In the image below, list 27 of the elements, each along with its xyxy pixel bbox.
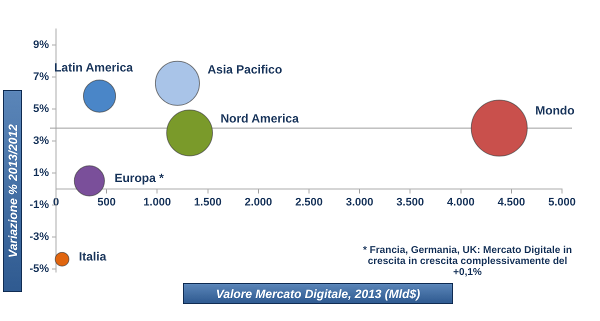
y-tick-label: 9% [33,39,50,52]
x-tick-label: 1.500 [194,196,222,208]
y-axis-title: Variazione % 2013/2012 [6,124,20,258]
x-tick-label: 2.000 [244,196,272,208]
series-label: Latin America [54,60,134,74]
series-label: Europa * [114,171,164,186]
y-tick-label: -3% [29,230,50,243]
y-tick-label: 5% [33,102,50,115]
y-tick-label: -5% [29,262,50,275]
y-tick-label: 3% [33,134,50,147]
x-axis-title: Valore Mercato Digitale, 2013 (Mld$) [183,283,453,304]
y-tick-label: 7% [33,70,50,83]
x-tick-label: 4.000 [447,196,475,208]
x-tick-label: 2.500 [295,196,323,208]
x-tick-label: 500 [97,196,116,208]
x-tick-label: 5.000 [548,196,576,208]
series-label: Nord America [220,111,300,126]
series-label: Asia Pacifico [207,62,282,76]
y-tick-label: -1% [29,198,50,211]
series-label: Mondo [535,104,575,118]
x-tick-label: 3.500 [396,196,424,208]
series-label: Italia [78,250,107,264]
y-tick-label: 1% [33,166,50,179]
x-tick-label: 1.000 [143,196,171,208]
x-tick-label: 4.500 [498,196,526,208]
annotation: * Francia, Germania, UK: Mercato Digitale in crescita in crescita complessivamente del +0,1% [362,245,573,278]
x-tick-label: 3.000 [346,196,374,208]
